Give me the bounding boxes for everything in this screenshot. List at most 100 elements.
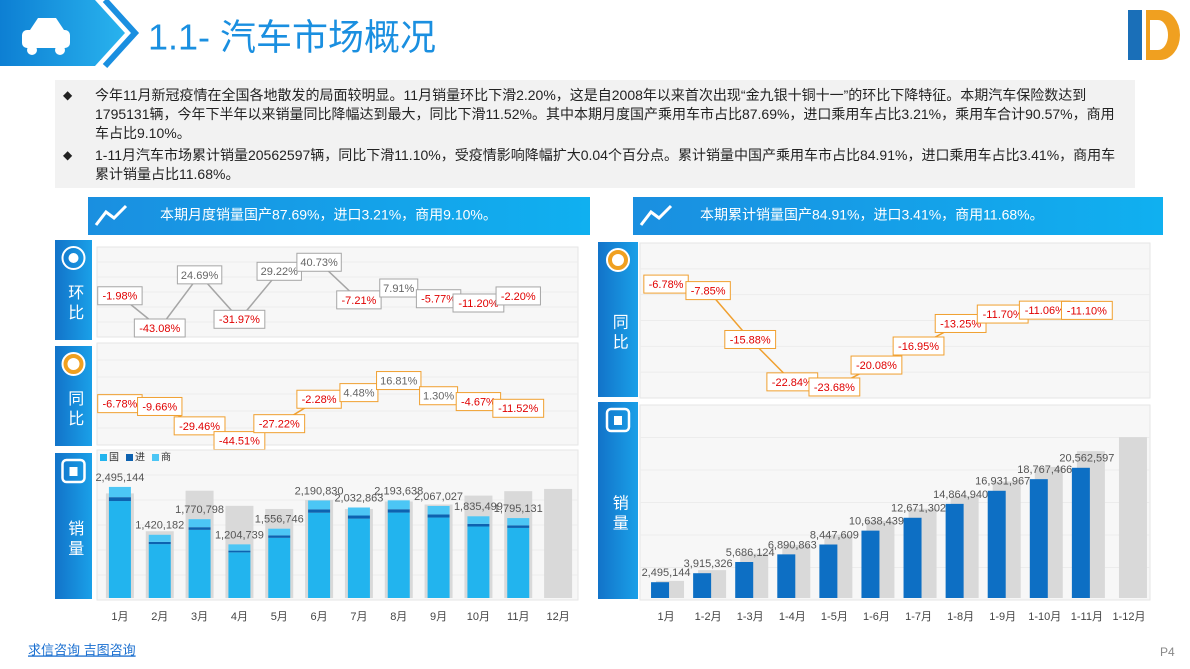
panel-title: 本期月度销量国产87.69%，进口3.21%，商用9.10%。: [160, 207, 497, 223]
bar-segment: [903, 517, 922, 598]
strip-title: 同比: [65, 390, 83, 430]
x-tick-label: 10月: [467, 611, 490, 623]
bar-segment: [467, 523, 490, 527]
data-label: -20.08%: [856, 360, 897, 372]
data-label: -29.46%: [179, 421, 220, 433]
bar-segment: [427, 517, 450, 598]
bar-segment: [507, 518, 530, 526]
x-tick-label: 1-11月: [1071, 611, 1103, 623]
bar-segment: [467, 516, 490, 524]
label-box: [133, 318, 186, 338]
bar-segment: [108, 497, 131, 502]
data-label: 14,864,940: [933, 489, 988, 501]
bar-segment: [347, 507, 370, 516]
data-label: -7.85%: [691, 286, 726, 298]
data-label: -16.95%: [898, 341, 939, 353]
data-label: -1.98%: [102, 291, 137, 303]
car-icon: [22, 18, 70, 55]
data-label: -31.97%: [219, 314, 260, 326]
footer-brand[interactable]: 求信咨询 吉图咨询: [28, 642, 136, 657]
data-label: 10,638,439: [849, 516, 904, 528]
bar-segment: [507, 527, 530, 598]
label-box: [850, 355, 903, 375]
bar-segment: [735, 561, 754, 598]
bar-segment: [148, 541, 171, 545]
strip-title: 销量: [65, 520, 84, 560]
bar-segment: [945, 503, 964, 598]
data-label: 2,495,144: [642, 567, 691, 579]
bar-segment: [387, 512, 410, 598]
bar-segment: [228, 550, 251, 553]
bar-segment: [308, 512, 331, 598]
x-tick-label: 1月: [657, 611, 674, 623]
label-box: [253, 414, 306, 434]
x-tick-label: 1-3月: [737, 611, 764, 623]
data-label: -11.70%: [983, 309, 1023, 321]
bar-segment: [108, 486, 131, 498]
bar-segment: [387, 509, 410, 513]
data-label: -6.78%: [102, 399, 137, 411]
bar-segment: [228, 552, 251, 598]
bar-segment: [188, 529, 211, 598]
header-chevron: [102, 0, 140, 69]
data-label: 16,931,967: [975, 476, 1030, 488]
data-label: -22.84%: [772, 377, 813, 389]
bullet: 1-11月汽车市场累计销量20562597辆，同比下滑11.10%，受疫情影响降…: [63, 146, 1127, 184]
data-label: -11.20%: [458, 298, 498, 310]
panel-title: 本期累计销量国产84.91%，进口3.41%，商用11.68%。: [700, 207, 1044, 223]
bar-segment: [861, 530, 880, 598]
label-box: [296, 252, 342, 272]
x-tick-label: 1-8月: [947, 611, 974, 623]
label-box: [213, 309, 266, 329]
data-label: 2,190,830: [295, 485, 344, 497]
data-label: -4.67%: [461, 396, 496, 408]
bar-segment: [268, 528, 291, 536]
strip-icon-core: [614, 416, 622, 425]
data-label: -9.66%: [142, 401, 177, 413]
panel-icon: [94, 204, 128, 226]
x-tick-label: 12月: [546, 611, 569, 623]
bullet: 今年11月新冠疫情在全国各地散发的局面较明显。11月销量环比下滑2.20%，这是…: [63, 86, 1127, 143]
x-tick-label: 1-6月: [863, 611, 890, 623]
strip-icon: [61, 246, 86, 270]
legend-label: 国: [109, 452, 119, 464]
x-tick-label: 3月: [191, 611, 208, 623]
x-tick-label: 1-9月: [989, 611, 1016, 623]
bar-segment: [108, 501, 131, 598]
data-label: -15.88%: [730, 334, 771, 346]
data-label: 3,915,326: [684, 558, 733, 570]
data-label: 1.30%: [423, 391, 454, 403]
legend-label: 进: [135, 452, 145, 464]
legend-swatch: [100, 454, 107, 461]
bar-segment: [308, 500, 331, 510]
data-label: 1,770,798: [175, 504, 224, 516]
data-label: -13.25%: [940, 318, 981, 330]
data-label: 24.69%: [181, 270, 219, 282]
data-label: -2.20%: [501, 291, 536, 303]
strip-icon-core: [67, 358, 80, 370]
label-box: [137, 396, 183, 416]
data-label: -2.28%: [302, 394, 337, 406]
label-box: [892, 336, 945, 356]
data-label: 1,835,499: [454, 501, 503, 513]
data-label: -11.10%: [1067, 305, 1107, 317]
data-label: 29.22%: [261, 266, 299, 278]
data-label: -11.06%: [1025, 305, 1065, 317]
side-strip: [55, 453, 92, 599]
data-label: 7.91%: [383, 283, 414, 295]
bar-segment: [777, 554, 796, 598]
strip-icon-core: [69, 467, 78, 476]
x-tick-label: 1-2月: [695, 611, 722, 623]
strip-icon: [61, 458, 86, 484]
bar-segment: [188, 519, 211, 528]
side-strip: [598, 402, 638, 599]
data-label: -6.78%: [649, 279, 684, 291]
panel-header: [88, 197, 590, 235]
label-box: [724, 329, 777, 349]
bar-segment: [693, 573, 712, 598]
strip-title: 销量: [610, 495, 629, 535]
bar-segment: [1071, 467, 1090, 598]
background-bar: [544, 488, 573, 598]
x-tick-label: 11月: [507, 611, 529, 623]
data-label: 8,447,609: [810, 529, 859, 541]
